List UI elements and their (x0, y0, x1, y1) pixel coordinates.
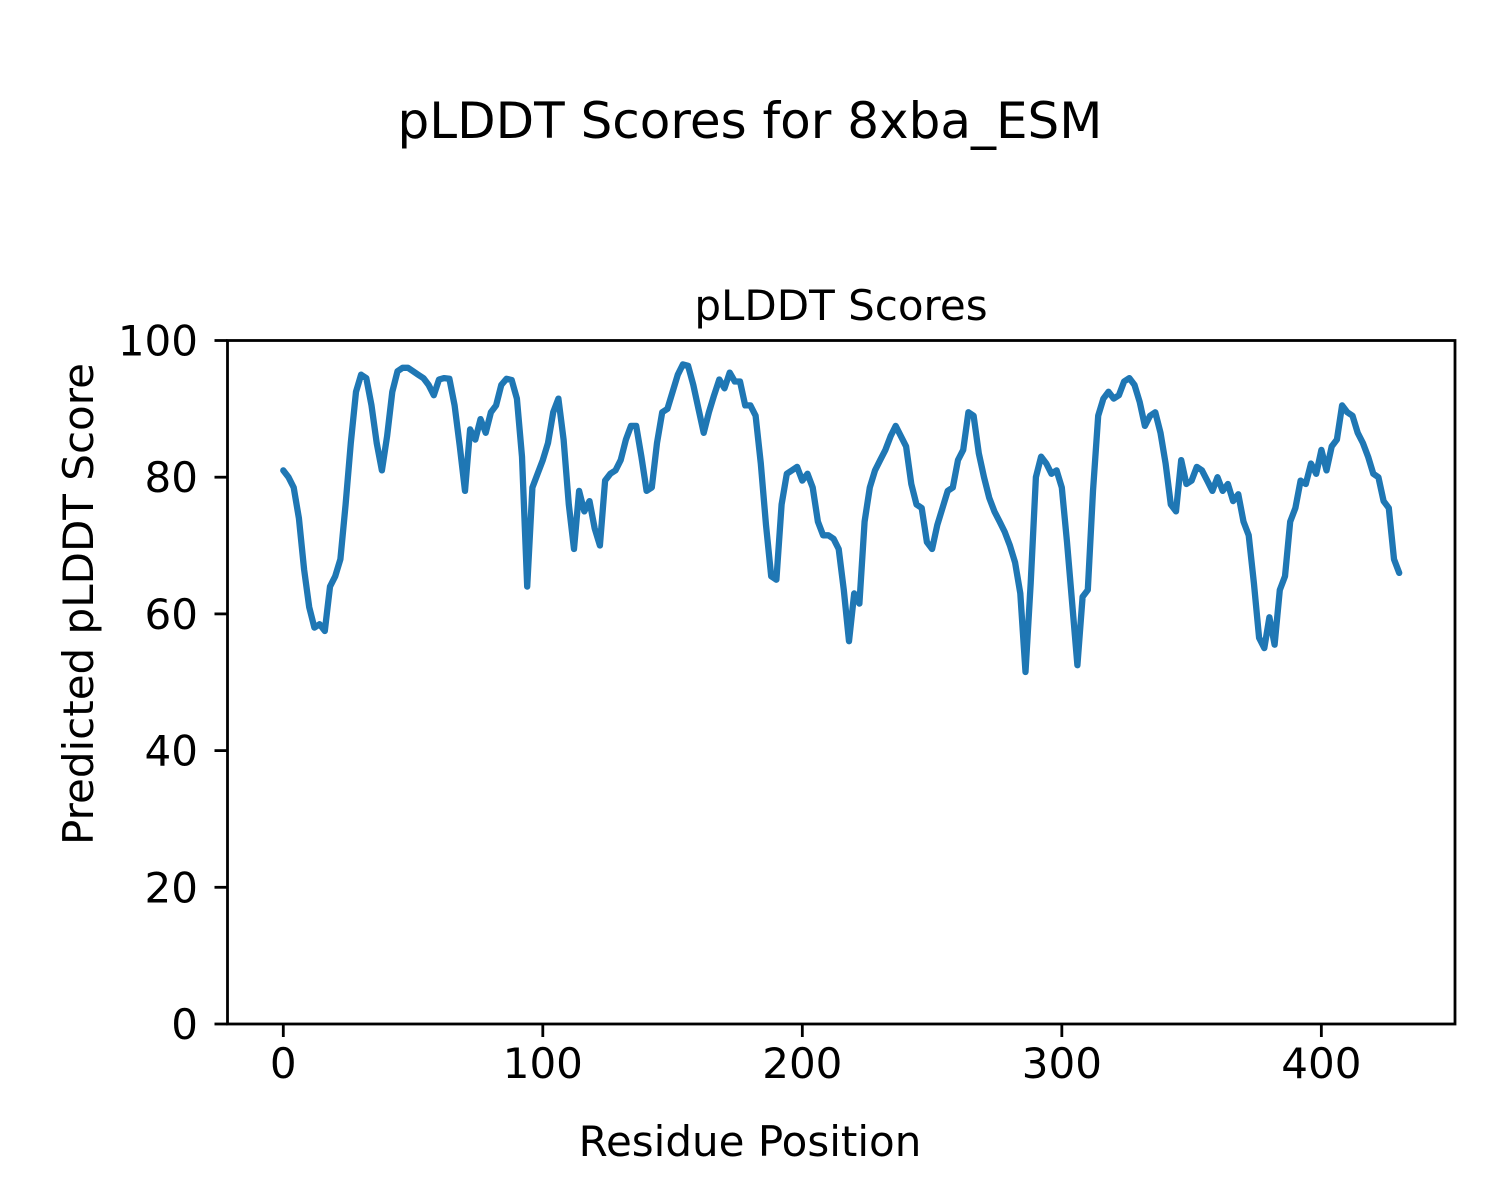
x-tick-label: 0 (270, 1039, 297, 1088)
figure-title: pLDDT Scores for 8xba_ESM (398, 92, 1103, 150)
y-tick-label: 40 (145, 727, 198, 776)
y-axis-label: Predicted pLDDT Score (54, 363, 103, 845)
x-tick-label: 100 (503, 1039, 583, 1088)
y-tick-label: 100 (118, 317, 198, 366)
plot-frame (226, 339, 1457, 1026)
y-tick-label: 0 (171, 1000, 198, 1049)
x-tick-label: 200 (762, 1039, 842, 1088)
y-tick-label: 20 (145, 863, 198, 912)
y-tick-label: 80 (145, 453, 198, 502)
axes-title: pLDDT Scores (694, 281, 987, 330)
x-tick-label: 400 (1281, 1039, 1361, 1088)
y-tick-label: 60 (145, 590, 198, 639)
x-tick-label: 300 (1022, 1039, 1102, 1088)
x-axis-label: Residue Position (579, 1117, 922, 1166)
plddt-line (280, 361, 1403, 676)
